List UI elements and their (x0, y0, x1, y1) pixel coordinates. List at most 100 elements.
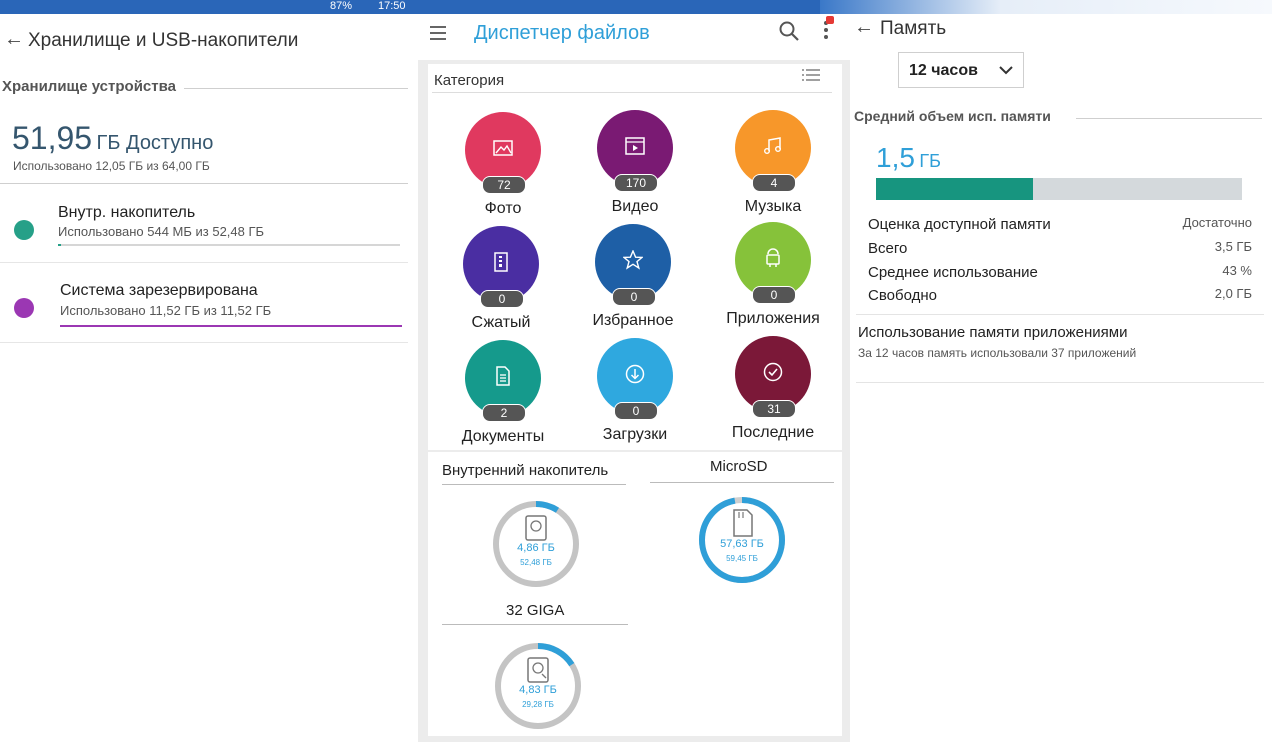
memory-usage-fill (876, 178, 1034, 200)
storage-item-system[interactable]: Система зарезервирована Использовано 11,… (0, 264, 410, 344)
category-count-badge: 2 (482, 404, 526, 422)
status-bar: 87% 17:50 (0, 0, 1272, 14)
category-image[interactable]: 72 Фото (448, 112, 558, 218)
ring-used-arc (699, 497, 785, 583)
memory-stat-value: 2,0 ГБ (1214, 286, 1252, 301)
category-count-badge: 31 (752, 400, 796, 418)
memory-usage-bar (876, 178, 1242, 200)
section-header: Средний объем исп. памяти (854, 108, 1051, 124)
category-count-badge: 0 (752, 286, 796, 304)
category-video[interactable]: 170 Видео (580, 110, 690, 216)
category-count-badge: 170 (614, 174, 658, 192)
list-view-icon[interactable] (802, 68, 820, 82)
divider (442, 624, 628, 625)
divider (0, 183, 408, 184)
storage-name: MicroSD (710, 458, 768, 475)
ring-used-arc (495, 643, 581, 729)
storage-item-detail: Использовано 11,52 ГБ из 11,52 ГБ (60, 303, 272, 318)
memory-panel: ← Память 12 часов Средний объем исп. пам… (850, 14, 1272, 742)
category-header: Категория (434, 72, 505, 89)
category-card: Категория 72 Фото 170 Видео 4 Музыка 0 Сжатый 0 И… (428, 64, 842, 450)
category-music[interactable]: 4 Музыка (718, 110, 828, 216)
storage-name: Внутренний накопитель (442, 462, 609, 479)
category-star[interactable]: 0 Избранное (578, 224, 688, 330)
storage-progress-track (60, 325, 402, 327)
category-circle: 170 (597, 110, 673, 192)
storage-ring-microsd[interactable]: 57,63 ГБ 59,45 ГБ (694, 492, 790, 588)
category-count-badge: 0 (612, 288, 656, 306)
divider (184, 88, 408, 89)
category-label: Фото (484, 200, 522, 217)
ring-used-arc (493, 501, 579, 587)
memory-stat-label: Оценка доступной памяти (868, 216, 1051, 233)
storage-ring (493, 501, 579, 587)
divider (0, 342, 408, 343)
app-memory-title: Использование памяти приложениями (858, 324, 1128, 341)
storage-color-dot (14, 220, 34, 240)
clock: 17:50 (378, 0, 406, 12)
storage-item-name: Внутр. накопитель (58, 204, 196, 221)
search-icon[interactable] (778, 20, 800, 42)
storage-used: 4,83 ГБ (519, 684, 557, 696)
available-summary: 51,95 ГБ Доступно (12, 120, 213, 157)
category-circle: 4 (735, 110, 811, 192)
category-count-badge: 4 (752, 174, 796, 192)
storage-progress-track (58, 244, 400, 246)
storage-item-internal[interactable]: Внутр. накопитель Использовано 544 МБ из… (0, 184, 410, 262)
category-circle: 31 (735, 336, 811, 418)
back-arrow-icon[interactable]: ← (4, 28, 24, 50)
hdd-icon (525, 515, 547, 541)
star-icon (623, 250, 643, 270)
document-icon (496, 366, 510, 386)
category-archive[interactable]: 0 Сжатый (446, 226, 556, 332)
category-label: Музыка (744, 198, 802, 215)
category-label: Загрузки (602, 426, 668, 443)
storage-color-dot (14, 298, 34, 318)
category-circle: 0 (463, 226, 539, 308)
storage-ring-internal[interactable]: 4,86 ГБ 52,48 ГБ (488, 496, 584, 592)
storage-total: 59,45 ГБ (726, 554, 758, 563)
back-arrow-icon[interactable]: ← (854, 16, 874, 38)
storage-item-detail: Использовано 544 МБ из 52,48 ГБ (58, 224, 265, 239)
storage-ring-usb[interactable]: 4,83 ГБ 29,28 ГБ (490, 638, 586, 734)
chevron-down-icon (999, 66, 1013, 75)
storage-progress-fill (60, 325, 402, 327)
memory-stat-value: 3,5 ГБ (1214, 239, 1252, 254)
video-icon (625, 137, 645, 155)
android-icon (766, 248, 780, 267)
app-bar: Диспетчер файлов (418, 14, 850, 60)
category-circle: 0 (735, 222, 811, 304)
page-title: Память (880, 18, 947, 39)
used-summary: Использовано 12,05 ГБ из 64,00 ГБ (13, 159, 210, 173)
music-icon (764, 137, 781, 154)
app-memory-usage-link[interactable]: Использование памяти приложениями За 12 … (858, 324, 1258, 382)
archive-icon (494, 252, 508, 272)
menu-icon[interactable] (430, 26, 446, 40)
image-icon (493, 140, 513, 156)
available-value: 51,95 (12, 120, 93, 156)
divider (650, 482, 834, 483)
category-recent[interactable]: 31 Последние (718, 336, 828, 442)
memory-stat-label: Свободно (868, 287, 937, 304)
category-android[interactable]: 0 Приложения (718, 222, 828, 328)
category-download[interactable]: 0 Загрузки (580, 338, 690, 444)
category-circle: 0 (595, 224, 671, 306)
period-dropdown[interactable]: 12 часов (898, 52, 1024, 88)
app-title: Диспетчер файлов (474, 22, 650, 44)
category-count-badge: 0 (480, 290, 524, 308)
divider (856, 382, 1264, 383)
category-label: Документы (461, 428, 545, 445)
divider (1076, 118, 1262, 119)
category-label: Видео (611, 198, 659, 215)
divider (432, 92, 832, 93)
category-circle: 0 (597, 338, 673, 420)
storage-used: 57,63 ГБ (720, 538, 764, 550)
category-circle: 2 (465, 340, 541, 422)
category-document[interactable]: 2 Документы (448, 340, 558, 446)
divider (0, 262, 408, 263)
battery-level: 87% (330, 0, 353, 12)
memory-stat-value: Достаточно (1182, 215, 1252, 230)
download-icon (625, 364, 645, 384)
storage-settings-panel: ← Хранилище и USB-накопители Хранилище у… (0, 14, 412, 742)
category-label: Избранное (592, 312, 674, 329)
